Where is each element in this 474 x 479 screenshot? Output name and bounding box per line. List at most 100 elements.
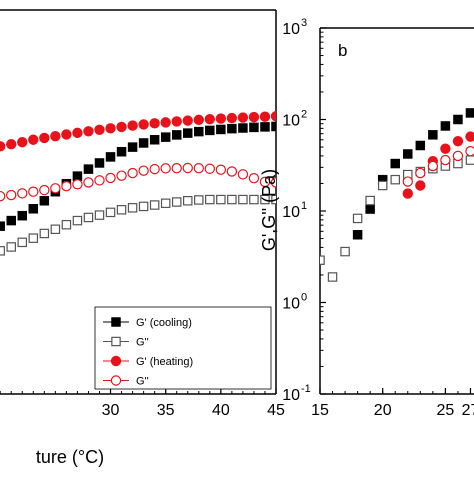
data-point <box>39 196 50 206</box>
data-point <box>227 123 237 134</box>
data-point <box>377 180 388 191</box>
x-tick-label: 20 <box>374 402 392 419</box>
y-tick-label-base: 10 <box>282 21 300 38</box>
data-point <box>270 111 276 122</box>
data-point <box>249 194 259 205</box>
legend: G' (cooling) G'' G' (heating) G'' <box>94 306 272 390</box>
data-point <box>72 171 83 181</box>
x-tick-label: 45 <box>267 402 285 419</box>
data-point <box>327 272 338 282</box>
data-point <box>248 111 260 123</box>
data-point <box>17 188 28 199</box>
data-point <box>0 190 6 202</box>
data-point <box>116 205 127 215</box>
data-point <box>83 164 94 174</box>
data-point <box>50 183 61 194</box>
data-point <box>320 255 325 265</box>
data-point <box>61 129 72 140</box>
x-tick-label: 25 <box>436 402 454 419</box>
data-point <box>6 189 17 201</box>
data-point <box>28 204 39 214</box>
data-point <box>440 154 451 166</box>
y-tick-label-exp: 0 <box>301 292 307 304</box>
data-point <box>271 194 276 205</box>
data-point <box>171 162 182 174</box>
x-tick-label: 15 <box>311 402 329 419</box>
data-point <box>452 150 464 162</box>
data-point <box>260 194 270 205</box>
data-point <box>6 139 17 150</box>
data-point <box>259 111 271 122</box>
data-point <box>427 160 439 172</box>
data-point <box>72 127 83 139</box>
data-point <box>216 194 226 205</box>
data-point <box>160 198 171 209</box>
legend-label: G' (cooling) <box>136 317 192 329</box>
data-point <box>194 195 204 205</box>
data-point <box>39 132 50 144</box>
series-0 <box>352 108 474 240</box>
data-point <box>204 163 216 174</box>
data-point <box>127 203 138 213</box>
data-point <box>226 112 238 124</box>
data-point <box>453 114 463 125</box>
data-point <box>171 130 182 140</box>
data-point <box>415 140 426 151</box>
data-point <box>138 119 149 130</box>
data-point <box>149 118 160 129</box>
series-2 <box>0 111 276 152</box>
data-point <box>116 170 127 181</box>
data-point <box>182 196 193 206</box>
panel-label-b: b <box>338 41 347 60</box>
y-tick-label-exp: 3 <box>301 17 307 29</box>
data-point <box>127 142 138 152</box>
data-point <box>171 197 182 207</box>
data-point <box>182 115 193 126</box>
data-point <box>61 219 72 230</box>
data-point <box>149 135 160 145</box>
data-point <box>215 113 227 124</box>
data-point <box>260 122 270 132</box>
data-point <box>390 158 400 169</box>
data-point <box>105 207 116 218</box>
y-tick-label-exp: 1 <box>301 200 307 212</box>
data-point <box>215 164 227 175</box>
y-tick-label-exp: -1 <box>301 383 311 395</box>
data-point <box>50 224 61 235</box>
data-point <box>465 146 474 157</box>
data-point <box>227 194 237 205</box>
legend-label: G' (heating) <box>136 356 193 368</box>
data-point <box>216 124 226 135</box>
x-axis-label-a: ture (°C) <box>36 447 104 467</box>
data-point <box>17 210 28 221</box>
data-point <box>72 179 83 190</box>
y-tick-label-base: 10 <box>282 387 300 404</box>
data-point <box>465 155 474 165</box>
data-point <box>6 215 16 226</box>
data-point <box>50 130 61 142</box>
y-tick-label-base: 10 <box>282 113 300 130</box>
data-point <box>238 123 248 133</box>
data-point <box>415 180 426 191</box>
data-point <box>402 188 413 199</box>
legend-marker <box>111 336 121 347</box>
data-point <box>249 122 259 133</box>
series-1 <box>320 155 474 282</box>
data-point <box>105 152 116 162</box>
data-point <box>160 117 171 128</box>
data-point <box>39 228 50 239</box>
data-point <box>440 143 451 154</box>
data-point <box>127 167 138 179</box>
data-point <box>0 221 5 231</box>
data-point <box>138 138 149 148</box>
series-3 <box>0 162 276 202</box>
legend-marker <box>110 375 122 386</box>
data-point <box>428 130 438 140</box>
data-point <box>440 121 451 131</box>
legend-label: G'' <box>136 337 149 349</box>
data-point <box>149 163 160 175</box>
data-point <box>105 123 116 134</box>
